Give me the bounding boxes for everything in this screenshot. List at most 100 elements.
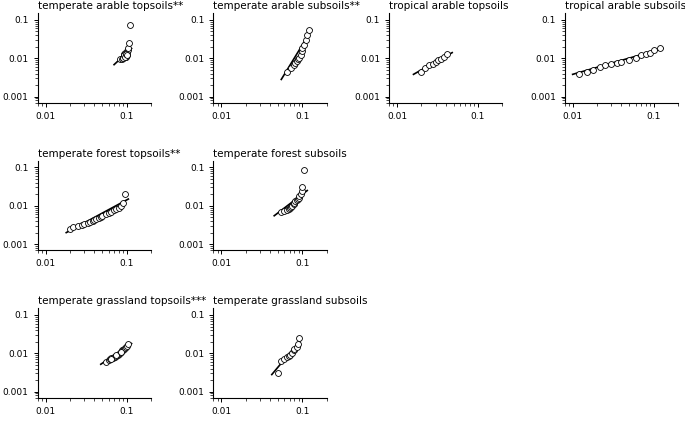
Point bbox=[430, 59, 441, 66]
Point bbox=[87, 218, 98, 225]
Point bbox=[290, 59, 301, 66]
Point bbox=[630, 55, 641, 62]
Point bbox=[284, 205, 295, 212]
Text: temperate arable subsoils**: temperate arable subsoils** bbox=[214, 1, 360, 11]
Point bbox=[93, 215, 104, 222]
Point bbox=[291, 57, 302, 64]
Point bbox=[285, 65, 296, 72]
Point bbox=[109, 206, 120, 213]
Point bbox=[119, 346, 129, 353]
Point bbox=[287, 350, 298, 357]
Point bbox=[116, 55, 127, 62]
Point bbox=[432, 56, 443, 63]
Point bbox=[123, 39, 134, 46]
Point bbox=[295, 191, 306, 198]
Point bbox=[295, 52, 306, 59]
Point bbox=[599, 62, 610, 69]
Point bbox=[119, 53, 129, 60]
Point bbox=[427, 61, 438, 68]
Point bbox=[116, 347, 127, 354]
Point bbox=[122, 50, 133, 57]
Point bbox=[117, 199, 128, 206]
Point bbox=[104, 356, 115, 363]
Point bbox=[284, 352, 295, 359]
Point bbox=[115, 348, 126, 355]
Point bbox=[114, 55, 125, 62]
Point bbox=[111, 353, 122, 360]
Point bbox=[297, 184, 308, 191]
Point bbox=[292, 55, 303, 62]
Point bbox=[82, 220, 93, 227]
Text: temperate grassland subsoils: temperate grassland subsoils bbox=[214, 296, 368, 306]
Point bbox=[121, 53, 132, 60]
Point bbox=[276, 357, 287, 364]
Point bbox=[120, 49, 131, 56]
Point bbox=[636, 52, 647, 59]
Point bbox=[117, 55, 128, 62]
Point bbox=[112, 352, 123, 359]
Point bbox=[115, 202, 126, 209]
Text: temperate grassland topsoils***: temperate grassland topsoils*** bbox=[38, 296, 206, 306]
Point bbox=[113, 351, 124, 358]
Point bbox=[121, 50, 132, 57]
Point bbox=[119, 50, 130, 57]
Text: temperate arable topsoils**: temperate arable topsoils** bbox=[38, 1, 183, 11]
Point bbox=[90, 215, 101, 222]
Point bbox=[436, 55, 447, 62]
Point bbox=[119, 52, 129, 59]
Point bbox=[121, 48, 132, 55]
Point bbox=[73, 222, 84, 229]
Point bbox=[416, 68, 427, 75]
Point bbox=[289, 346, 300, 353]
Point bbox=[294, 55, 305, 62]
Point bbox=[103, 356, 114, 363]
Point bbox=[76, 221, 87, 228]
Point bbox=[106, 355, 117, 362]
Point bbox=[113, 204, 124, 211]
Point bbox=[624, 56, 635, 63]
Point bbox=[100, 358, 111, 365]
Point bbox=[284, 204, 295, 211]
Text: tropical arable subsoils*: tropical arable subsoils* bbox=[565, 1, 685, 11]
Point bbox=[100, 211, 111, 218]
Point bbox=[297, 45, 308, 52]
Point bbox=[115, 348, 126, 355]
Point bbox=[117, 55, 128, 62]
Text: tropical arable topsoils: tropical arable topsoils bbox=[389, 1, 508, 11]
Point bbox=[119, 191, 130, 198]
Point bbox=[121, 343, 132, 350]
Point bbox=[276, 208, 287, 215]
Point bbox=[291, 343, 302, 350]
Point bbox=[582, 68, 593, 75]
Point bbox=[114, 350, 125, 357]
Point bbox=[292, 195, 303, 202]
Point bbox=[299, 42, 310, 49]
Point bbox=[111, 205, 122, 212]
Point bbox=[120, 53, 131, 60]
Point bbox=[287, 202, 298, 209]
Point bbox=[95, 214, 106, 221]
Point bbox=[273, 370, 284, 377]
Point bbox=[68, 223, 79, 230]
Point bbox=[119, 344, 130, 351]
Point bbox=[293, 194, 304, 201]
Point bbox=[121, 50, 132, 57]
Point bbox=[296, 48, 307, 55]
Point bbox=[292, 340, 303, 347]
Point bbox=[125, 21, 136, 28]
Point bbox=[84, 218, 95, 225]
Point bbox=[655, 45, 666, 52]
Point bbox=[119, 53, 130, 60]
Point bbox=[588, 66, 599, 73]
Point bbox=[419, 65, 430, 72]
Point bbox=[123, 44, 134, 51]
Point bbox=[296, 187, 307, 194]
Point bbox=[111, 352, 122, 359]
Point bbox=[122, 52, 133, 59]
Point bbox=[640, 50, 651, 57]
Text: temperate forest subsoils: temperate forest subsoils bbox=[214, 149, 347, 159]
Point bbox=[79, 221, 90, 228]
Point bbox=[648, 47, 659, 54]
Point bbox=[611, 59, 622, 66]
Point bbox=[303, 26, 314, 33]
